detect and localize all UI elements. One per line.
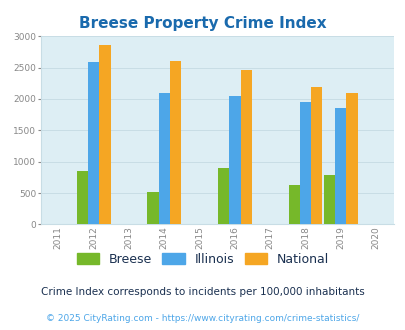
Bar (323, 175, 335, 224)
Text: Breese Property Crime Index: Breese Property Crime Index (79, 16, 326, 31)
Bar (217, 168, 229, 224)
Bar (240, 70, 251, 224)
Bar (229, 96, 240, 224)
Bar (88, 62, 99, 224)
Bar (299, 102, 310, 224)
Bar (169, 61, 181, 224)
Bar (335, 108, 345, 224)
Bar (147, 192, 158, 224)
Bar (310, 87, 322, 224)
Bar (77, 171, 88, 224)
Text: © 2025 CityRating.com - https://www.cityrating.com/crime-statistics/: © 2025 CityRating.com - https://www.city… (46, 314, 359, 323)
Bar (288, 185, 299, 224)
Legend: Breese, Illinois, National: Breese, Illinois, National (73, 249, 332, 269)
Bar (345, 93, 357, 224)
Bar (158, 93, 169, 224)
Text: Crime Index corresponds to incidents per 100,000 inhabitants: Crime Index corresponds to incidents per… (41, 287, 364, 297)
Bar (99, 45, 110, 224)
